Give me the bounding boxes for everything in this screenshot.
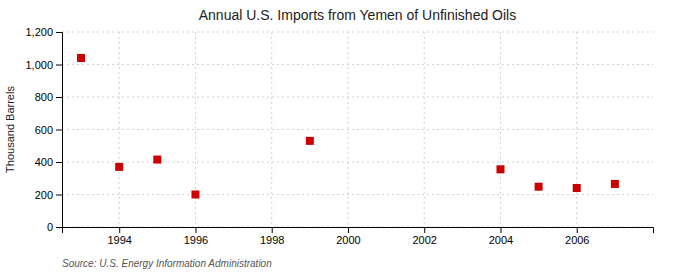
- x-tick-mark: [424, 227, 425, 233]
- x-tick-label: 2006: [565, 234, 589, 246]
- x-tick-mark: [119, 227, 120, 233]
- x-tick: 2002: [412, 227, 436, 246]
- x-tick-label: 2000: [336, 234, 360, 246]
- grid-line-x: [271, 32, 272, 227]
- grid-line-y: [62, 162, 653, 163]
- grid-line-x: [347, 32, 348, 227]
- y-tick-mark: [56, 195, 62, 196]
- grid-line-x: [424, 32, 425, 227]
- grid-line-y: [62, 32, 653, 33]
- x-tick: 2000: [336, 227, 360, 246]
- y-tick: 600: [35, 124, 62, 136]
- grid-line-y: [62, 97, 653, 98]
- chart: 1994 1996 1998 2000 2002 2004 2006 0 200 400 600 80…: [0, 0, 675, 275]
- x-tick-mark: [195, 227, 196, 233]
- x-tick: 2004: [489, 227, 513, 246]
- y-axis: 0 200 400 600 800 1,000 1,200: [25, 26, 62, 233]
- y-tick-label: 1,200: [25, 26, 53, 38]
- x-tick-mark: [348, 227, 349, 233]
- grid-line-y: [62, 194, 653, 195]
- y-axis-line: [56, 33, 63, 228]
- grid-line-y: [62, 64, 653, 65]
- point: [153, 156, 161, 164]
- point: [191, 191, 199, 199]
- y-tick-label: 200: [35, 189, 53, 201]
- x-tick-label: 2002: [412, 234, 436, 246]
- y-tick-label: 600: [35, 124, 53, 136]
- grid-line-y: [62, 129, 653, 130]
- x-tick-label: 1994: [107, 234, 131, 246]
- x-axis: 1994 1996 1998 2000 2002 2004 2006: [63, 227, 654, 246]
- y-tick-mark: [56, 162, 62, 163]
- y-tick-mark: [56, 32, 62, 33]
- y-tick-label: 800: [35, 91, 53, 103]
- grid-line-x: [500, 32, 501, 227]
- y-tick-mark: [56, 65, 62, 66]
- y-tick: 1,200: [25, 26, 62, 38]
- x-tick-label: 2004: [489, 234, 513, 246]
- y-axis-label: Thousand Barrels: [4, 86, 16, 173]
- y-tick-mark: [56, 97, 62, 98]
- y-tick: 800: [35, 91, 62, 103]
- x-tick-mark: [500, 227, 501, 233]
- y-tick-label: 1,000: [25, 59, 53, 71]
- x-tick-mark: [272, 227, 273, 233]
- x-tick-mark: [577, 227, 578, 233]
- y-tick-label: 0: [47, 221, 53, 233]
- x-tick-label: 1998: [260, 234, 284, 246]
- y-tick-mark: [56, 130, 62, 131]
- title: Annual U.S. Imports from Yemen of Unfini…: [199, 7, 516, 23]
- grid: [62, 32, 653, 227]
- point: [115, 163, 123, 171]
- points: [77, 54, 619, 199]
- point: [573, 184, 581, 192]
- point: [535, 183, 543, 191]
- y-tick: 400: [35, 156, 62, 168]
- x-tick-label: 1996: [184, 234, 208, 246]
- point: [496, 165, 504, 173]
- source-note: Source: U.S. Energy Information Administ…: [62, 258, 272, 269]
- x-axis-line: [63, 228, 654, 234]
- grid-line-x: [119, 32, 120, 227]
- x-tick: 1996: [184, 227, 208, 246]
- y-tick: 200: [35, 189, 62, 201]
- y-tick: 0: [47, 221, 62, 233]
- y-tick-label: 400: [35, 156, 53, 168]
- x-tick: 1994: [107, 227, 131, 246]
- grid-line-x: [576, 32, 577, 227]
- y-tick: 1,000: [25, 59, 62, 71]
- plot-area: 1994 1996 1998 2000 2002 2004 2006 0 200 400 600 80…: [25, 26, 653, 246]
- point: [611, 180, 619, 188]
- x-tick: 1998: [260, 227, 284, 246]
- point: [306, 137, 314, 145]
- x-tick: 2006: [565, 227, 589, 246]
- point: [77, 54, 85, 62]
- y-tick-mark: [56, 227, 62, 228]
